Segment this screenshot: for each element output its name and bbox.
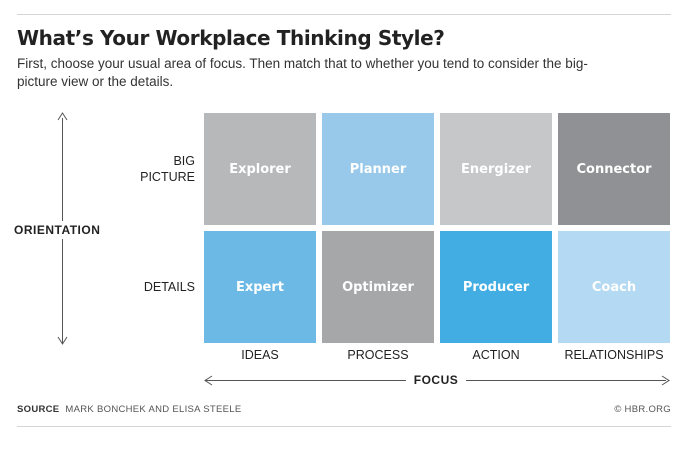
cell-planner: Planner xyxy=(322,113,434,225)
cell-connector: Connector xyxy=(558,113,670,225)
cell-producer: Producer xyxy=(440,231,552,343)
orientation-axis-title: ORIENTATION xyxy=(14,221,101,239)
arrow-left-icon xyxy=(204,375,213,386)
row-label-big-picture: BIG PICTURE xyxy=(140,153,195,185)
page-subtitle: First, choose your usual area of focus. … xyxy=(17,56,588,89)
row-label-details: DETAILS xyxy=(144,279,195,295)
cell-coach: Coach xyxy=(558,231,670,343)
focus-axis-line-left xyxy=(206,380,406,381)
column-label-ideas: IDEAS xyxy=(241,348,279,362)
top-rule xyxy=(17,14,671,15)
credit-text: © HBR.ORG xyxy=(614,404,671,415)
arrow-up-icon xyxy=(57,112,68,121)
column-label-action: ACTION xyxy=(472,348,520,362)
cell-optimizer: Optimizer xyxy=(322,231,434,343)
page-title: What’s Your Workplace Thinking Style? xyxy=(17,26,445,50)
row-label-line: BIG xyxy=(173,154,195,168)
row-label-line: PICTURE xyxy=(140,170,195,184)
bottom-rule xyxy=(17,426,671,427)
focus-axis-title: FOCUS xyxy=(413,373,459,387)
column-label-process: PROCESS xyxy=(347,348,409,362)
cell-energizer: Energizer xyxy=(440,113,552,225)
cell-explorer: Explorer xyxy=(204,113,316,225)
row-label-line: DETAILS xyxy=(143,280,195,294)
focus-axis-line-right xyxy=(466,380,666,381)
source-note: SOURCE MARK BONCHEK AND ELISA STEELE xyxy=(17,404,241,415)
source-label: SOURCE xyxy=(17,404,60,415)
arrow-down-icon xyxy=(57,336,68,345)
cell-expert: Expert xyxy=(204,231,316,343)
column-label-relationships: RELATIONSHIPS xyxy=(564,348,664,362)
source-text: MARK BONCHEK AND ELISA STEELE xyxy=(65,404,242,415)
arrow-right-icon xyxy=(661,375,670,386)
